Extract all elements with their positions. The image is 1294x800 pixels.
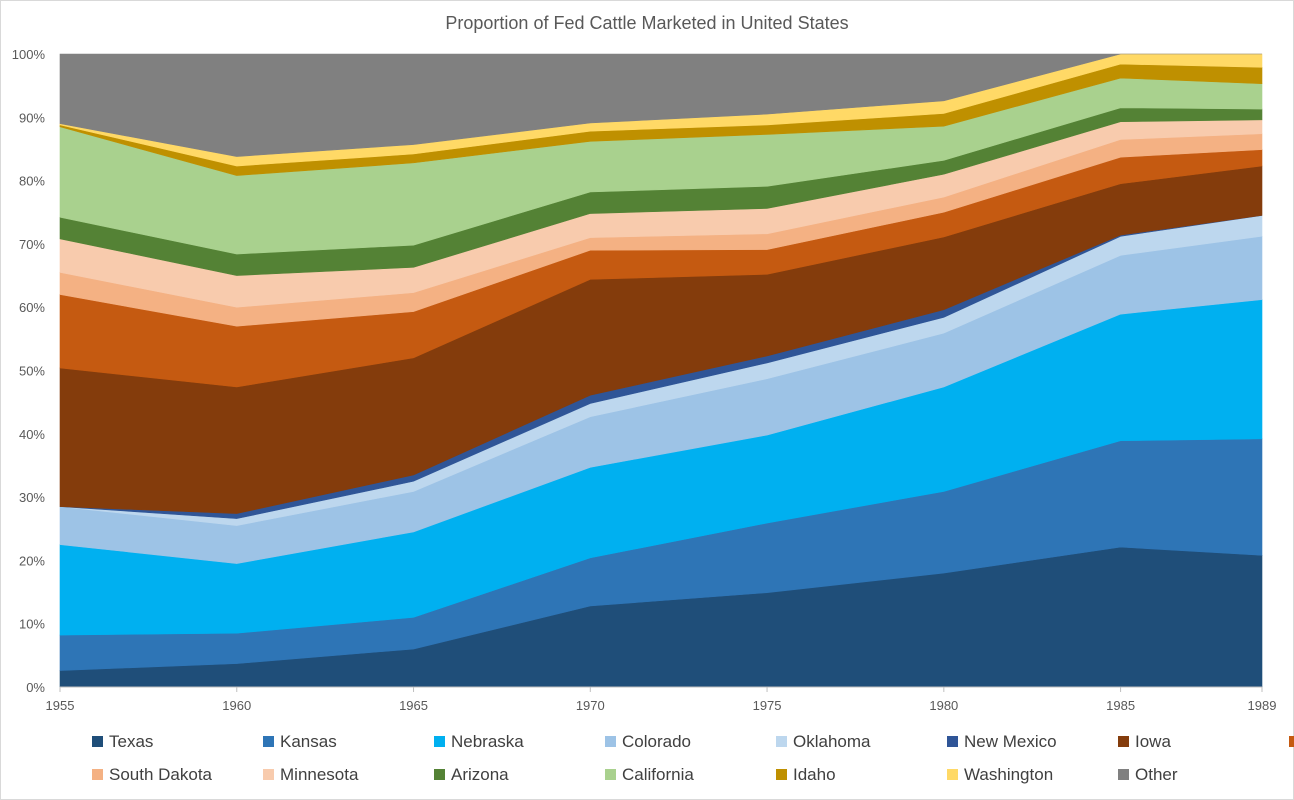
legend-item-california: California: [605, 765, 694, 784]
legend-label: Washington: [964, 765, 1053, 784]
legend-item-iowa: Iowa: [1118, 732, 1171, 751]
legend-label: New Mexico: [964, 732, 1057, 751]
legend-swatch: [1289, 736, 1294, 747]
legend-swatch: [947, 736, 958, 747]
y-tick-label: 100%: [12, 47, 46, 62]
legend-item-oklahoma: Oklahoma: [776, 732, 871, 751]
legend-item-other: Other: [1118, 765, 1178, 784]
axes-group: 0% 10% 20% 30% 40% 50% 60% 70% 80% 90% 100% 1955 196…: [12, 47, 1277, 713]
legend-label: Texas: [109, 732, 153, 751]
x-tick-label: 1980: [929, 698, 958, 713]
x-tick-label: 1985: [1106, 698, 1135, 713]
y-tick-label: 10%: [19, 617, 45, 632]
y-tick-label: 0%: [26, 680, 45, 695]
y-tick-label: 80%: [19, 174, 45, 189]
legend-label: Kansas: [280, 732, 337, 751]
legend: Texas Kansas Nebraska Colorado Oklahoma New M…: [92, 732, 1294, 784]
y-tick-label: 50%: [19, 364, 45, 379]
y-tick-label: 40%: [19, 427, 45, 442]
legend-swatch: [605, 736, 616, 747]
legend-item-washington: Washington: [947, 765, 1053, 784]
x-tick-label: 1955: [46, 698, 75, 713]
y-tick-label: 30%: [19, 490, 45, 505]
legend-item-south-dakota: South Dakota: [92, 765, 213, 784]
legend-label: Minnesota: [280, 765, 359, 784]
area-series-other: [59, 53, 1262, 157]
x-tick-label: 1975: [753, 698, 782, 713]
legend-item-colorado: Colorado: [605, 732, 691, 751]
legend-label: Iowa: [1135, 732, 1171, 751]
y-tick-label: 60%: [19, 300, 45, 315]
legend-label: Nebraska: [451, 732, 524, 751]
area-series-group: [59, 53, 1263, 688]
legend-label: Arizona: [451, 765, 509, 784]
legend-label: South Dakota: [109, 765, 213, 784]
legend-swatch: [92, 769, 103, 780]
legend-label: California: [622, 765, 694, 784]
legend-swatch: [605, 769, 616, 780]
legend-swatch: [263, 769, 274, 780]
chart-title: Proportion of Fed Cattle Marketed in Uni…: [445, 13, 848, 33]
y-tick-label: 90%: [19, 110, 45, 125]
legend-label: Other: [1135, 765, 1178, 784]
legend-item-nebraska: Nebraska: [434, 732, 524, 751]
legend-swatch: [92, 736, 103, 747]
legend-item-texas: Texas: [92, 732, 153, 751]
legend-item-idaho: Idaho: [776, 765, 836, 784]
legend-item-illinois: Illinois: [1289, 736, 1294, 747]
legend-item-kansas: Kansas: [263, 732, 337, 751]
legend-swatch: [434, 769, 445, 780]
legend-swatch: [1118, 736, 1129, 747]
x-tick-label: 1989: [1248, 698, 1277, 713]
legend-swatch: [776, 769, 787, 780]
legend-label: Oklahoma: [793, 732, 871, 751]
legend-swatch: [947, 769, 958, 780]
y-tick-label: 70%: [19, 237, 45, 252]
x-tick-label: 1970: [576, 698, 605, 713]
legend-item-new-mexico: New Mexico: [947, 732, 1057, 751]
legend-swatch: [263, 736, 274, 747]
legend-label: Idaho: [793, 765, 836, 784]
legend-item-minnesota: Minnesota: [263, 765, 359, 784]
legend-swatch: [776, 736, 787, 747]
y-tick-label: 20%: [19, 553, 45, 568]
x-tick-label: 1960: [222, 698, 251, 713]
legend-label: Colorado: [622, 732, 691, 751]
legend-swatch: [434, 736, 445, 747]
x-tick-label: 1965: [399, 698, 428, 713]
legend-item-arizona: Arizona: [434, 765, 509, 784]
legend-swatch: [1118, 769, 1129, 780]
